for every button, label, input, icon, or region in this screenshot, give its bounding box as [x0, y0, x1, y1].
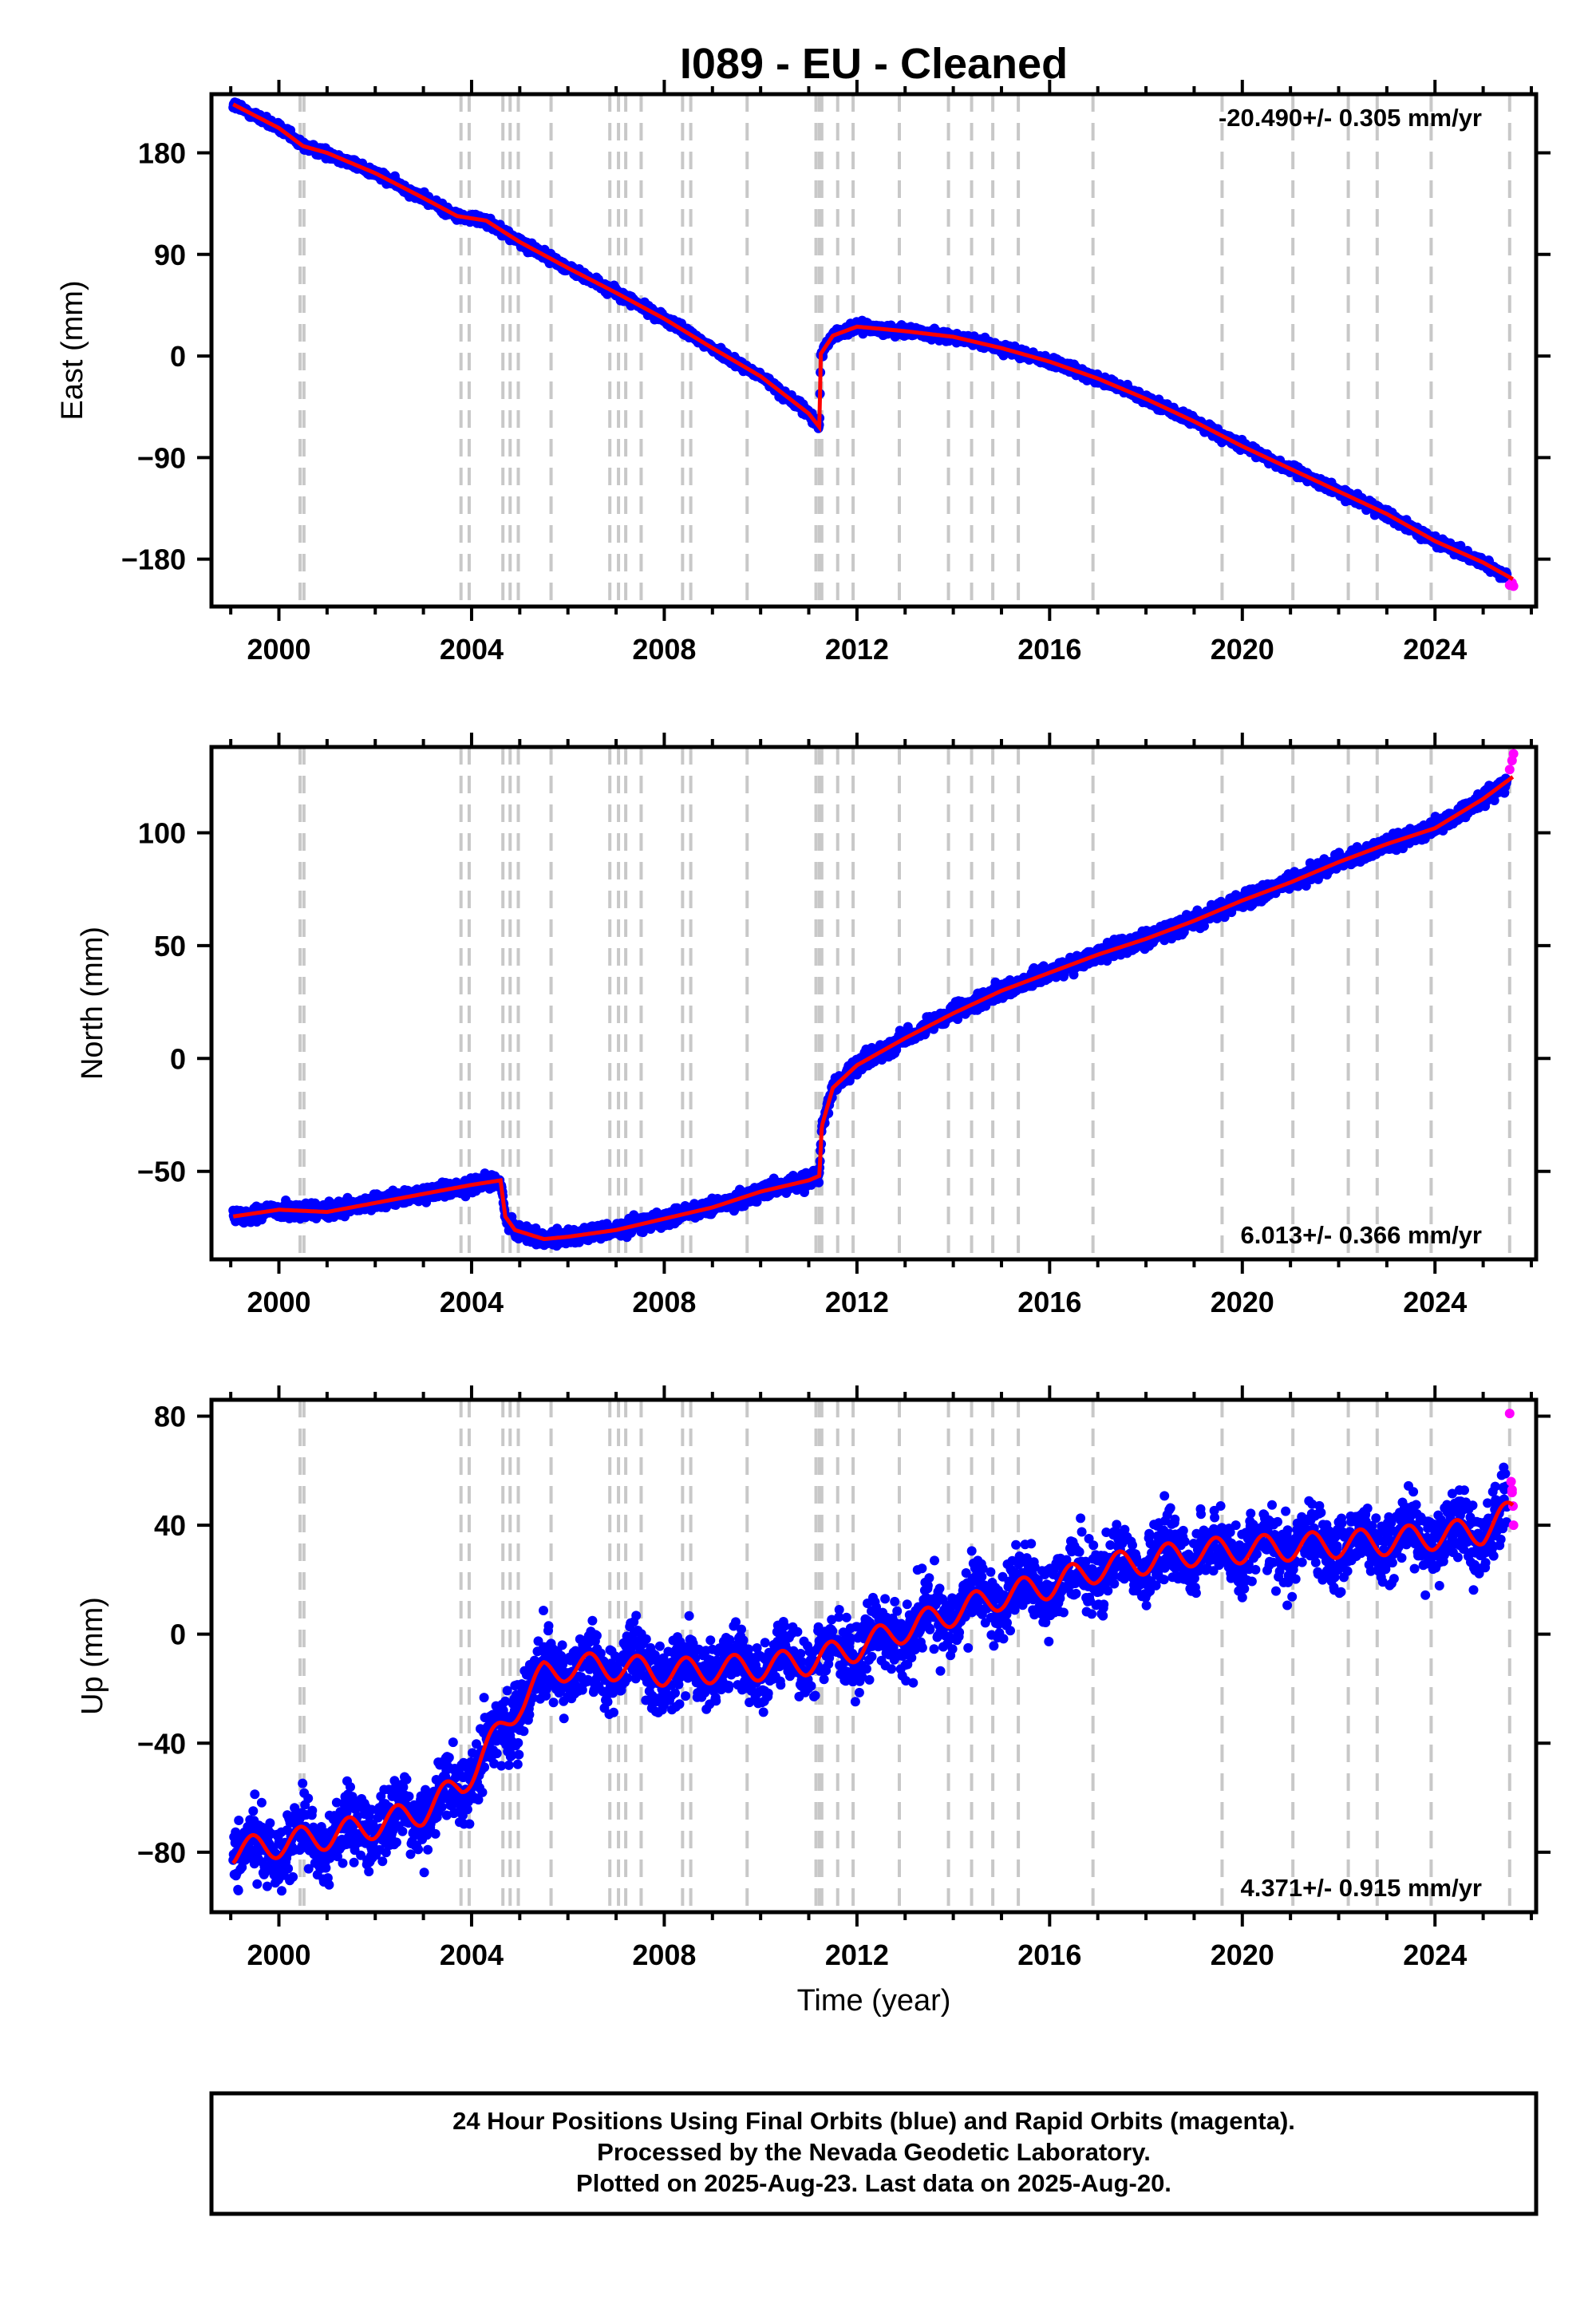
final-orbit-points [228, 97, 1512, 583]
x-tick-label: 2004 [440, 633, 504, 666]
rapid-orbit-points [1504, 578, 1519, 591]
x-tick-label: 2012 [825, 633, 889, 666]
final-orbit-points [228, 773, 1512, 1251]
plot-frame [209, 92, 1539, 609]
rapid-orbit-point [1508, 581, 1519, 591]
chart-title: I089 - EU - Cleaned [680, 40, 1068, 88]
x-tick-label: 2024 [1403, 633, 1467, 666]
y-tick-label: 180 [138, 137, 186, 170]
y-tick-label: −180 [121, 543, 186, 576]
east-panel: 180 90 0 −90 −180 2000 2004 2008 2012 2016 2020 202… [56, 80, 1551, 666]
y-tick-label: 0 [170, 340, 186, 373]
x-tick-label: 2008 [632, 633, 696, 666]
x-tick-label: 2016 [1017, 633, 1081, 666]
rate-label: -20.490+/- 0.305 mm/yr [1219, 104, 1482, 132]
x-tick-label: 2020 [1211, 633, 1274, 666]
y-tick-label: 90 [154, 239, 186, 271]
y-tick-label: −90 [137, 441, 186, 474]
model-line [232, 102, 1514, 581]
event-lines [298, 94, 1511, 607]
y-axis-label: East (mm) [56, 280, 89, 420]
x-tick-label: 2000 [247, 633, 310, 666]
